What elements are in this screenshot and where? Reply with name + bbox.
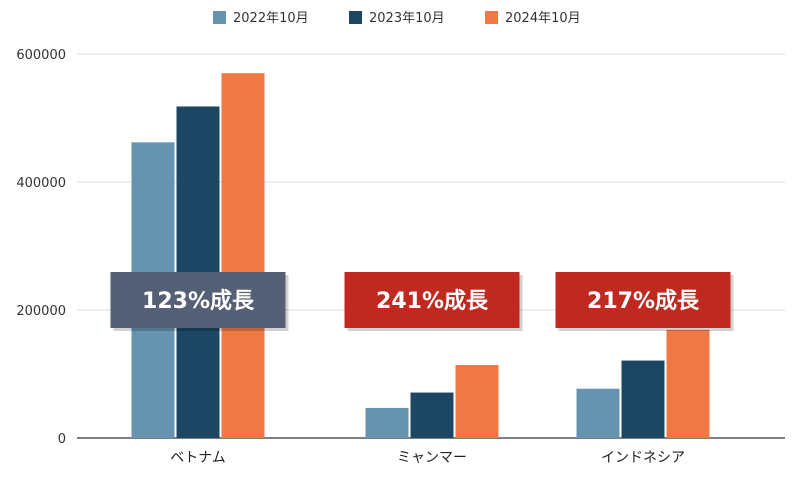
x-category-label: ベトナム [170,450,226,466]
bar-3-2 [455,365,499,438]
bar-1-2 [365,407,409,438]
legend-swatch [485,11,498,24]
legend-swatch [349,11,362,24]
growth-annotation-text: 217%成長 [587,289,700,314]
growth-annotation-badge [344,272,520,328]
y-tick-label: 200000 [16,304,66,319]
growth-annotation-text: 241%成長 [376,289,489,314]
legend-swatch [213,11,226,24]
growth-annotation-badge [110,272,286,328]
legend-label: 2023年10月 [369,11,445,26]
bar-1-3 [576,388,620,438]
bar-3-3 [666,329,710,438]
bar-2-3 [621,360,665,438]
y-tick-label: 400000 [16,176,66,191]
bar-3-1 [221,73,265,438]
y-tick-label: 0 [58,432,66,447]
x-category-label: ミャンマー [397,450,467,466]
bar-2-2 [410,392,454,438]
x-category-label: インドネシア [601,450,685,466]
y-tick-label: 600000 [16,48,66,63]
legend-label: 2022年10月 [233,11,309,26]
legend-label: 2024年10月 [505,11,581,26]
growth-annotation-text: 123%成長 [142,289,255,314]
growth-annotation-badge [555,272,731,328]
